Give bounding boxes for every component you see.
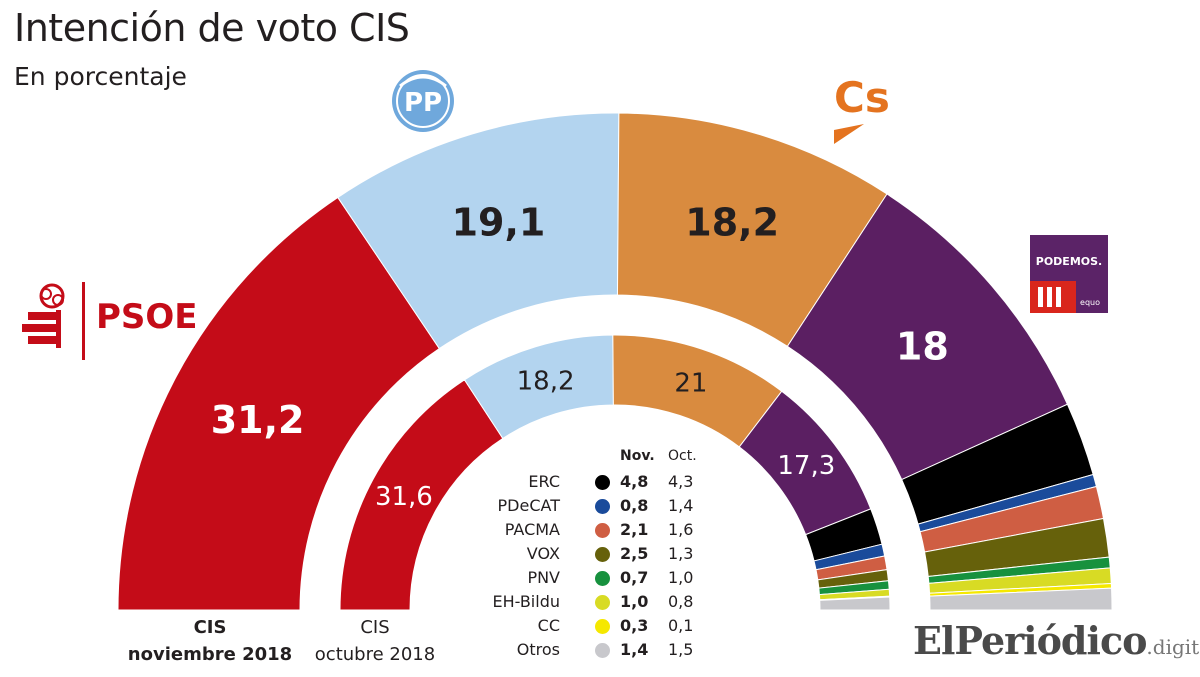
legend-row: EH-Bildu 1,0 0,8 [475, 592, 735, 616]
page-title: Intención de voto CIS [14, 6, 410, 50]
legend-party-name: EH-Bildu [492, 592, 560, 611]
psoe-rose-icon [22, 282, 85, 360]
podemos-logo: PODEMOS. equo [1030, 235, 1108, 313]
legend-oct-value: 1,6 [668, 520, 694, 539]
data-label-cs: 21 [674, 368, 707, 398]
legend-nov-value: 2,5 [620, 544, 649, 563]
legend-header-nov: Nov. [620, 448, 655, 464]
legend-row: VOX 2,5 1,3 [475, 544, 735, 568]
caption-noviembre: CIS noviembre 2018 [110, 614, 310, 668]
legend-nov-value: 0,7 [620, 568, 649, 587]
legend-nov-value: 4,8 [620, 472, 649, 491]
legend-party-name: PDeCAT [497, 496, 560, 515]
cs-logo: Cs [834, 73, 890, 144]
legend-party-name: Otros [516, 640, 560, 659]
brand-suffix: .digital [1146, 635, 1200, 659]
data-label-podemos: 17,3 [777, 451, 835, 481]
psoe-logo-text: PSOE [96, 297, 198, 337]
legend-party-name: VOX [526, 544, 560, 563]
ring-octubre [339, 334, 891, 611]
pp-logo-text: PP [404, 88, 442, 118]
legend-row: CC 0,3 0,1 [475, 616, 735, 640]
caption-octubre: CIS octubre 2018 [300, 614, 450, 668]
legend-color-dot [595, 523, 610, 538]
legend-nov-value: 1,0 [620, 592, 649, 611]
legend-color-dot [595, 499, 610, 514]
legend-oct-value: 1,0 [668, 568, 694, 587]
page-subtitle: En porcentaje [14, 62, 187, 91]
legend-color-dot [595, 619, 610, 634]
brand-watermark: ElPeriódico.digital [913, 618, 1200, 663]
data-label-psoe: 31,2 [211, 398, 305, 442]
slice-otros [929, 587, 1113, 611]
data-label-pp: 19,1 [452, 200, 546, 244]
podemos-logo-text: PODEMOS. [1035, 255, 1103, 268]
legend-party-name: PNV [527, 568, 560, 587]
legend-party-name: ERC [528, 472, 560, 491]
legend-header-oct: Oct. [668, 448, 697, 464]
data-label-podemos: 18 [896, 325, 949, 369]
data-label-pp: 18,2 [517, 366, 575, 396]
legend-nov-value: 0,3 [620, 616, 649, 635]
data-labels: 31,2 19,1 18,2 18 31,6 18,2 21 17,3 [211, 200, 949, 511]
legend-nov-value: 1,4 [620, 640, 649, 659]
legend-oct-value: 0,8 [668, 592, 694, 611]
slice-psoe [117, 196, 441, 611]
legend-oct-value: 4,3 [668, 472, 694, 491]
caption-nov-line2: noviembre 2018 [127, 644, 293, 665]
legend-color-dot [595, 475, 610, 490]
data-label-cs: 18,2 [685, 201, 779, 245]
legend-nov-value: 0,8 [620, 496, 649, 515]
equo-logo-text: equo [1080, 298, 1100, 307]
data-label-psoe: 31,6 [375, 482, 433, 512]
legend-row: PNV 0,7 1,0 [475, 568, 735, 592]
legend-oct-value: 1,3 [668, 544, 694, 563]
legend-color-dot [595, 595, 610, 610]
legend-oct-value: 1,5 [668, 640, 694, 659]
legend-party-name: CC [537, 616, 560, 635]
legend-color-dot [595, 547, 610, 562]
legend-row: PDeCAT 0,8 1,4 [475, 496, 735, 520]
legend-row: Otros 1,4 1,5 [475, 640, 735, 664]
pp-logo: PP [392, 70, 454, 132]
legend-row: PACMA 2,1 1,6 [475, 520, 735, 544]
slice-otros [819, 596, 891, 611]
legend-color-dot [595, 643, 610, 658]
caption-nov-line1: CIS [193, 617, 227, 638]
legend-row: ERC 4,8 4,3 [475, 472, 735, 496]
cs-logo-text: Cs [834, 73, 890, 122]
ring-noviembre [117, 112, 1113, 611]
brand-name: ElPeriódico [913, 618, 1147, 663]
legend-nov-value: 2,1 [620, 520, 649, 539]
caption-oct-line2: octubre 2018 [314, 644, 436, 665]
legend-oct-value: 1,4 [668, 496, 694, 515]
legend-oct-value: 0,1 [668, 616, 694, 635]
legend-color-dot [595, 571, 610, 586]
caption-oct-line1: CIS [360, 617, 390, 638]
iu-logo-icon [1030, 281, 1076, 313]
legend-party-name: PACMA [504, 520, 560, 539]
